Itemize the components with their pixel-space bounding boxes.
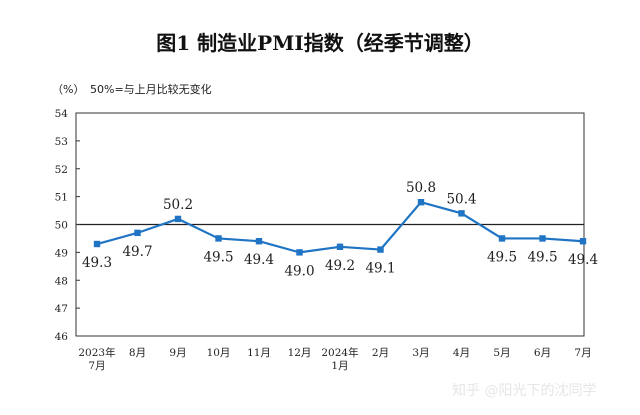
x-tick-label-12: 7月 [574, 347, 591, 359]
data-label-1: 49.7 [122, 244, 152, 260]
reference-note: 50%=与上月比较无变化 [90, 82, 212, 96]
y-tick-label-50: 50 [55, 220, 68, 232]
y-tick-label-52: 52 [55, 164, 68, 176]
y-tick-label-54: 54 [55, 108, 69, 120]
data-point-9 [458, 210, 465, 217]
y-tick-label-53: 53 [55, 136, 68, 148]
x-tick-label-5: 12月 [288, 347, 312, 359]
data-label-6: 49.2 [325, 258, 355, 274]
data-point-1 [134, 229, 141, 237]
x-tick-label-6: 2024年 1月 [321, 346, 358, 372]
y-tick-label-48: 48 [55, 275, 68, 287]
data-label-11: 49.5 [527, 249, 557, 265]
x-tick-label-7: 2月 [372, 347, 389, 359]
x-tick-label-2: 9月 [169, 347, 186, 359]
data-label-12: 49.4 [568, 252, 598, 268]
data-point-11 [539, 235, 546, 242]
data-point-8 [417, 199, 425, 206]
x-tick-label-3: 10月 [207, 347, 231, 359]
data-label-5: 49.0 [284, 263, 314, 279]
data-point-3 [215, 235, 222, 242]
y-axis-unit: （%） [52, 83, 84, 96]
data-label-9: 50.4 [446, 191, 476, 207]
data-labels: 49.3 49.7 50.2 49.5 49.4 49.0 49.2 49.1 50.8 50.4… [82, 180, 598, 279]
x-axis-ticks: 2023年 7月 8月 9月 10月 11月 12月 2024年 1月 2月 3月 4月 5月 6月 7月 [78, 346, 591, 372]
data-label-3: 49.5 [203, 249, 233, 265]
data-point-12 [579, 238, 587, 245]
x-tick-label-0: 2023年 7月 [78, 346, 115, 372]
x-tick-label-4: 11月 [247, 347, 271, 359]
data-label-0: 49.3 [82, 255, 112, 271]
y-tick-label-46: 46 [55, 331, 69, 343]
y-tick-label-47: 47 [55, 303, 68, 315]
y-tick-label-49: 49 [55, 247, 68, 259]
data-label-4: 49.4 [244, 252, 274, 268]
x-tick-label-10: 5月 [493, 347, 510, 359]
data-label-10: 49.5 [487, 249, 517, 265]
chart-title: 图1 制造业PMI指数（经季节调整） [156, 31, 483, 55]
data-point-10 [498, 235, 506, 242]
series-pmi [93, 199, 587, 256]
y-tick-label-51: 51 [55, 192, 68, 204]
data-label-8: 50.8 [406, 180, 436, 196]
data-point-0 [93, 240, 101, 248]
data-label-2: 50.2 [163, 197, 193, 213]
x-tick-label-9: 4月 [453, 347, 470, 359]
data-point-4 [255, 238, 263, 245]
x-tick-label-8: 3月 [412, 347, 429, 359]
x-tick-label-1: 8月 [129, 347, 146, 359]
data-point-5 [296, 249, 303, 256]
data-point-6 [336, 243, 344, 250]
watermark: 知乎 @阳光下的沈同学 [452, 382, 596, 399]
data-point-7 [377, 246, 384, 253]
x-tick-label-11: 6月 [534, 347, 551, 359]
data-label-7: 49.1 [365, 261, 395, 277]
data-point-2 [174, 215, 182, 223]
y-axis-ticks: 46 47 48 49 50 51 52 53 54 [55, 108, 80, 343]
